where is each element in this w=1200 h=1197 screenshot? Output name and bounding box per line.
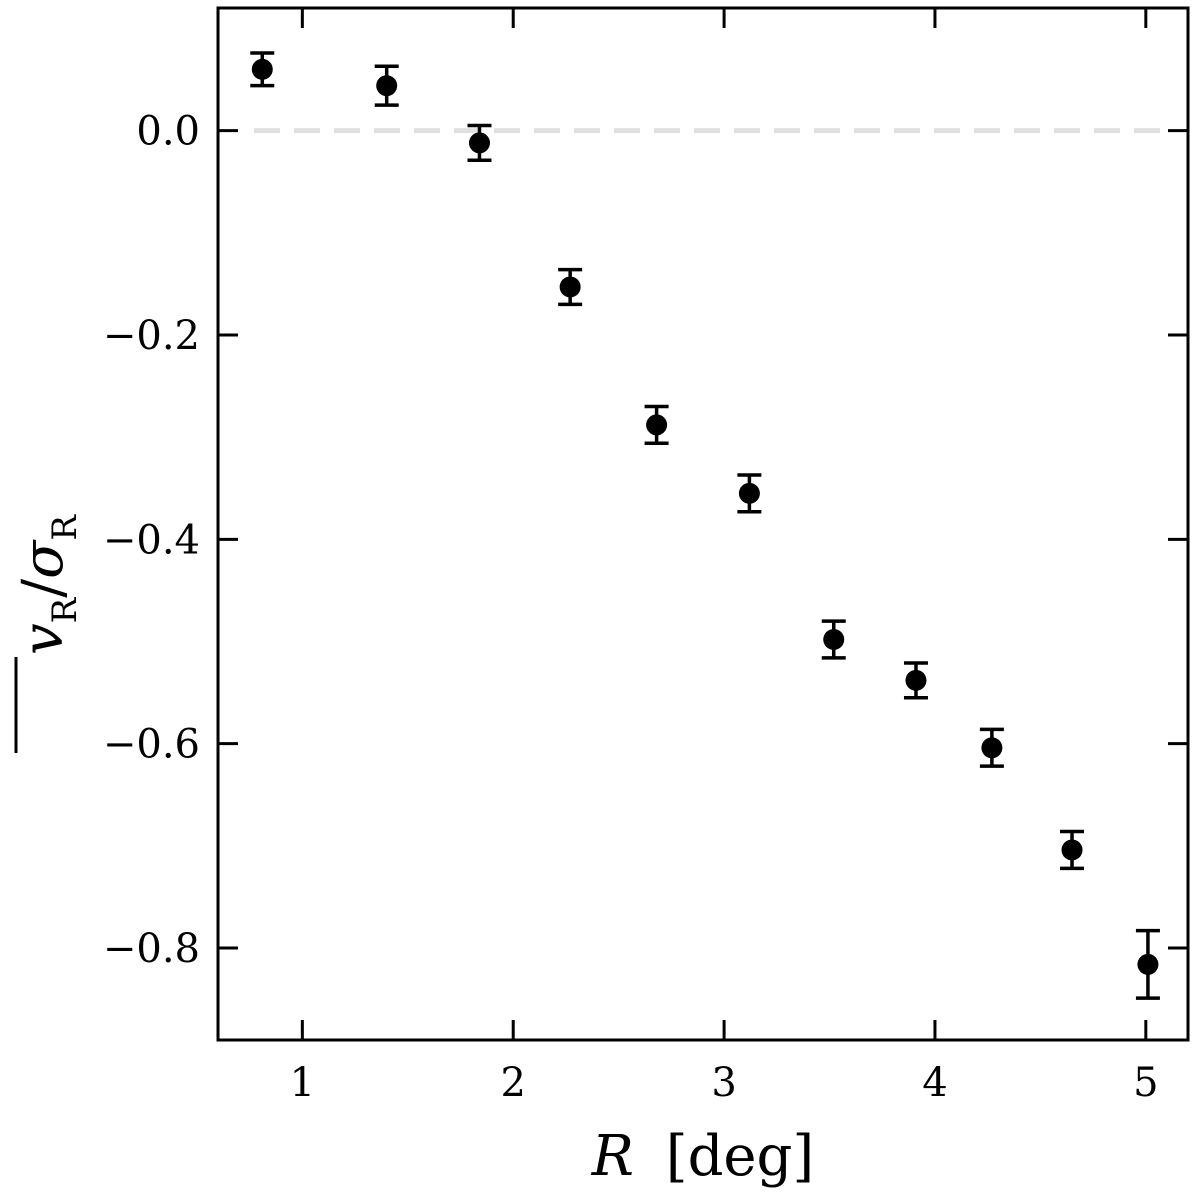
x-tick-label: 2	[500, 1060, 525, 1106]
data-point	[646, 414, 668, 436]
data-point	[251, 58, 273, 80]
tick-layer	[218, 8, 1188, 1040]
y-axis-slash: /	[11, 579, 76, 598]
y-axis-denominator-sub: R	[45, 514, 85, 541]
x-tick-label: 1	[290, 1060, 315, 1106]
data-point	[981, 737, 1003, 759]
y-tick-label: −0.4	[103, 517, 200, 563]
y-tick-label: −0.6	[103, 722, 200, 768]
y-tick-label: −0.2	[103, 313, 200, 359]
plot-area	[216, 6, 1190, 1042]
svg-text:vR/σR: vR/σR	[11, 514, 85, 655]
plot-frame	[216, 6, 1190, 1042]
y-axis-label: vR/σR	[11, 514, 85, 753]
y-axis-numerator-sub: R	[45, 596, 85, 623]
x-tick-label: 3	[711, 1060, 736, 1106]
data-point	[559, 276, 581, 298]
y-tick-label: 0.0	[136, 109, 200, 155]
y-axis-numerator: v	[11, 623, 76, 655]
data-point	[738, 482, 760, 504]
data-point	[468, 132, 490, 154]
data-point	[823, 628, 845, 650]
x-axis-symbol: R	[591, 1124, 634, 1189]
y-axis-denominator: σ	[11, 539, 76, 579]
x-tick-label: 5	[1133, 1060, 1158, 1106]
data-point	[1137, 953, 1159, 975]
errorbar-layer	[250, 51, 1160, 1000]
x-axis-label: R [deg]	[591, 1124, 815, 1189]
data-point	[1061, 839, 1083, 861]
x-axis-unit: [deg]	[666, 1124, 815, 1189]
data-point	[376, 75, 398, 97]
data-point	[905, 669, 927, 691]
marker-layer	[251, 58, 1159, 975]
x-tick-label: 4	[922, 1060, 947, 1106]
y-tick-label: −0.8	[103, 926, 200, 972]
